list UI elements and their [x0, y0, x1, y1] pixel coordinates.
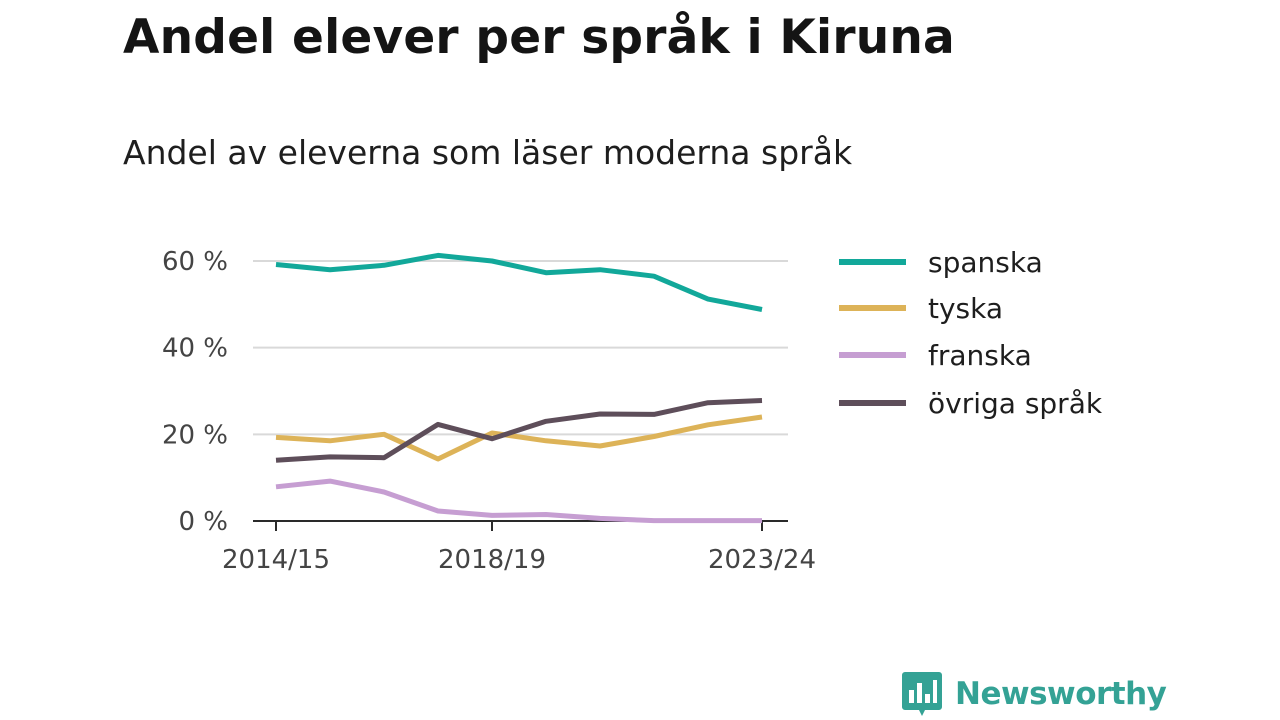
- brand-logo: Newsworthy: [901, 670, 1167, 718]
- legend-label: spanska: [928, 246, 1043, 279]
- series-line-franska: [275, 478, 762, 524]
- legend: spanska tyska franska övriga språk: [839, 246, 1103, 420]
- y-tick-label: 40 %: [162, 334, 228, 364]
- newsworthy-logo-icon: [902, 672, 942, 716]
- series-layer: [275, 252, 763, 524]
- legend-label: tyska: [928, 292, 1003, 325]
- series-line-övriga-språk: [275, 398, 763, 463]
- x-tick-label: 2023/24: [708, 545, 816, 575]
- grid-layer: [253, 260, 788, 436]
- series-line-spanska: [275, 252, 763, 312]
- legend-label: franska: [928, 339, 1032, 372]
- legend-label: övriga språk: [928, 387, 1103, 420]
- x-tick-label: 2014/15: [222, 545, 330, 575]
- series-line-tyska: [275, 414, 763, 462]
- brand-name: Newsworthy: [955, 676, 1167, 712]
- y-tick-label: 20 %: [162, 420, 228, 450]
- axis-layer: 0 % 20 % 40 % 60 % 2014/15 2018/19 2023/24: [162, 247, 816, 575]
- y-tick-label: 60 %: [162, 247, 228, 277]
- x-tick-label: 2018/19: [438, 545, 546, 575]
- chart-title: Andel elever per språk i Kiruna: [123, 10, 955, 65]
- chart-subtitle: Andel av eleverna som läser moderna språ…: [123, 133, 853, 172]
- y-tick-label: 0 %: [178, 507, 228, 537]
